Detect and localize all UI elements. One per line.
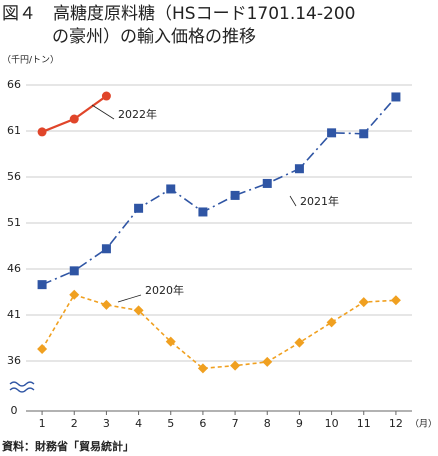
y-tick-label: 56 [7, 170, 21, 183]
label-leader [289, 195, 297, 207]
series-label: 2021年 [300, 194, 339, 208]
point [198, 207, 208, 217]
point [37, 280, 47, 290]
point [133, 305, 144, 316]
point [197, 363, 208, 374]
point [101, 244, 111, 254]
y-tick-label: 46 [7, 262, 21, 275]
point [230, 360, 241, 371]
axis-break [9, 381, 35, 393]
point [69, 289, 80, 300]
x-tick-label: 1 [39, 417, 46, 430]
point [359, 129, 369, 139]
series-label: 2020年 [145, 283, 184, 297]
x-tick-label: 2 [71, 417, 78, 430]
point [230, 190, 240, 200]
x-tick-label: 5 [167, 417, 174, 430]
point [37, 344, 48, 355]
chart-title: の豪州）の輸入価格の推移 [52, 26, 256, 47]
x-tick-label: 3 [103, 417, 110, 430]
x-tick-label: 9 [296, 417, 303, 430]
x-tick-label: 10 [325, 417, 339, 430]
point [165, 336, 176, 347]
point [294, 164, 304, 174]
point [166, 184, 176, 194]
point [262, 356, 273, 367]
point [69, 114, 79, 124]
x-tick-label: 7 [232, 417, 239, 430]
point [358, 297, 369, 308]
y-tick-label: 61 [7, 124, 21, 137]
point [101, 299, 112, 310]
x-tick-label: 4 [135, 417, 142, 430]
point [390, 295, 401, 306]
chart-title: 図４ 高糖度原料糖（HSコード1701.14-200 [2, 4, 355, 24]
point [134, 203, 144, 213]
point [262, 178, 272, 188]
point [37, 127, 47, 137]
point [294, 337, 305, 348]
x-tick-label: 8 [264, 417, 271, 430]
point [69, 266, 79, 276]
label-leader [91, 104, 115, 120]
series-label: 2022年 [118, 107, 157, 121]
point [101, 91, 111, 101]
point [326, 317, 337, 328]
series-line [41, 95, 108, 133]
y-tick-label: 36 [7, 354, 21, 367]
label-leader [117, 294, 142, 303]
point [327, 128, 337, 138]
x-tick-label: 11 [357, 417, 371, 430]
source: 資料：財務省「貿易統計」 [2, 439, 134, 453]
y-tick-label: 0 [11, 404, 18, 417]
x-tick-label: 12 [389, 417, 403, 430]
point [391, 92, 401, 102]
y-tick-label: 51 [7, 216, 21, 229]
y-tick-label: 66 [7, 78, 21, 91]
x-tick-label: 6 [199, 417, 206, 430]
series-line [41, 293, 396, 370]
series-line [41, 96, 397, 286]
y-tick-label: 41 [7, 308, 21, 321]
x-axis-unit: （月） [410, 419, 437, 430]
y-axis-unit: （千円/トン） [2, 55, 59, 66]
